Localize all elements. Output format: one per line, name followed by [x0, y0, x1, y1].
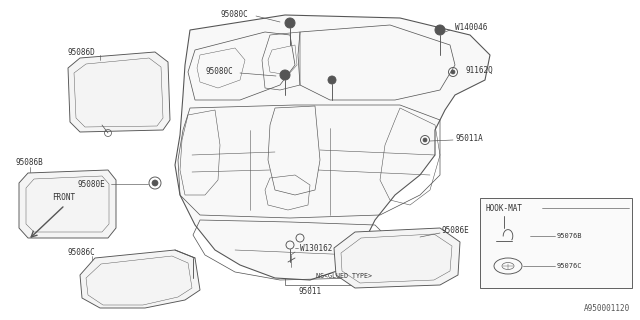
Polygon shape [80, 250, 200, 308]
Circle shape [423, 138, 427, 142]
Bar [480, 198, 632, 288]
Text: W130162: W130162 [300, 244, 332, 252]
Text: W140046: W140046 [455, 22, 488, 31]
Polygon shape [175, 15, 490, 280]
Text: HOOK-MAT: HOOK-MAT [486, 204, 523, 212]
Text: 95011A: 95011A [455, 133, 483, 142]
Text: 91162Q: 91162Q [465, 66, 493, 75]
Circle shape [451, 70, 455, 74]
Bar [285, 267, 403, 285]
Circle shape [328, 76, 336, 84]
Text: FRONT: FRONT [52, 193, 75, 202]
Text: A950001120: A950001120 [584, 304, 630, 313]
Text: 95080E: 95080E [77, 180, 105, 188]
Circle shape [435, 25, 445, 35]
Polygon shape [68, 52, 170, 132]
Text: 95086B: 95086B [16, 157, 44, 166]
Text: 95080C: 95080C [205, 67, 233, 76]
Text: 95076B: 95076B [557, 233, 582, 239]
Text: 95086C: 95086C [68, 247, 96, 257]
Text: 95086D: 95086D [68, 47, 96, 57]
Circle shape [280, 70, 290, 80]
Circle shape [152, 180, 158, 186]
Polygon shape [334, 228, 460, 288]
Circle shape [285, 18, 295, 28]
Text: 95011: 95011 [298, 287, 321, 297]
Text: NS<GLUED TYPE>: NS<GLUED TYPE> [316, 273, 372, 279]
Text: 95076C: 95076C [557, 263, 582, 269]
Text: 95080C: 95080C [220, 10, 248, 19]
Polygon shape [19, 170, 116, 238]
Text: 95086E: 95086E [442, 226, 470, 235]
